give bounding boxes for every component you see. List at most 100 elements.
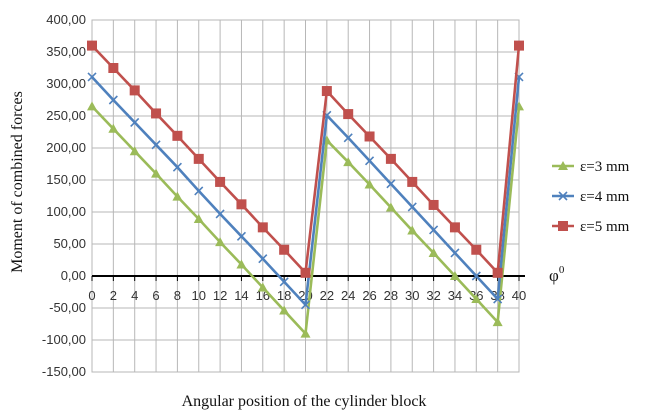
data-point xyxy=(151,108,162,119)
data-point xyxy=(407,225,418,235)
data-point xyxy=(129,146,140,156)
grid xyxy=(91,19,520,373)
legend: ε=3 mm ε=4 mm ε=5 mm xyxy=(552,159,630,235)
y-tick-label: 400,00 xyxy=(46,12,86,27)
x-tick-label: 14 xyxy=(234,288,248,303)
data-point xyxy=(108,123,119,133)
data-point xyxy=(492,317,503,327)
x-tick-label: 12 xyxy=(213,288,227,303)
y-tick-label: -100,00 xyxy=(42,332,86,347)
x-axis-unit-superscript: 0 xyxy=(559,264,565,276)
x-tick-label: 8 xyxy=(174,288,181,303)
x-tick-label: 34 xyxy=(448,288,462,303)
data-point xyxy=(343,133,353,143)
x-tick-label: 6 xyxy=(152,288,159,303)
x-tick-label: 26 xyxy=(362,288,376,303)
x-tick-label: 40 xyxy=(512,288,526,303)
data-point xyxy=(215,209,225,219)
data-point xyxy=(471,294,482,304)
data-point-stroke xyxy=(236,231,247,241)
data-point-stroke xyxy=(279,277,289,287)
legend-marker xyxy=(558,191,568,201)
data-point xyxy=(471,244,482,255)
legend-marker-stroke xyxy=(558,191,568,201)
data-point-stroke xyxy=(471,271,481,281)
data-point xyxy=(108,95,118,105)
x-tick-label: 32 xyxy=(426,288,440,303)
y-tick-label: 200,00 xyxy=(46,140,86,155)
y-tick-label: 0,00 xyxy=(61,268,86,283)
data-point xyxy=(449,222,460,233)
x-tick-label: 0 xyxy=(88,288,95,303)
data-point xyxy=(407,176,418,187)
data-point xyxy=(258,254,268,264)
data-point xyxy=(364,131,375,142)
data-point-stroke xyxy=(215,209,225,219)
data-point-stroke xyxy=(429,225,439,235)
y-tick-label: 350,00 xyxy=(46,44,86,59)
data-point xyxy=(236,231,247,241)
legend-label: ε=5 mm xyxy=(580,219,630,235)
y-tick-label: 100,00 xyxy=(46,204,86,219)
data-point-stroke xyxy=(493,294,503,304)
data-point xyxy=(151,140,161,150)
y-axis-title: Moment of combined forces xyxy=(9,91,26,273)
data-point xyxy=(87,40,97,51)
data-point xyxy=(364,179,375,189)
data-point xyxy=(300,328,311,338)
data-point xyxy=(385,202,396,212)
data-point-stroke xyxy=(407,202,417,212)
legend-marker xyxy=(558,221,568,231)
data-point xyxy=(428,247,439,257)
data-point xyxy=(236,259,247,269)
data-point xyxy=(450,248,460,258)
data-point xyxy=(108,63,119,73)
axes: 400,00350,00300,00250,00200,00150,00100,… xyxy=(42,12,526,379)
data-point-stroke xyxy=(300,300,311,310)
data-point xyxy=(257,222,268,233)
data-point xyxy=(386,179,396,189)
data-point-stroke xyxy=(343,133,353,143)
data-point xyxy=(87,72,97,82)
data-point xyxy=(471,271,481,281)
data-point xyxy=(364,156,375,166)
data-point xyxy=(343,109,354,120)
data-point xyxy=(300,267,311,278)
data-point-stroke xyxy=(450,248,460,258)
data-point xyxy=(87,101,97,111)
x-axis-unit-symbol: φ xyxy=(549,266,559,285)
y-tick-label: 250,00 xyxy=(46,108,86,123)
data-point xyxy=(279,277,289,287)
x-tick-label: 2 xyxy=(110,288,117,303)
data-point xyxy=(129,85,140,96)
y-tick-label: 300,00 xyxy=(46,76,86,91)
data-point xyxy=(215,237,226,247)
data-point xyxy=(385,153,396,164)
y-tick-label: 50,00 xyxy=(53,236,86,251)
data-point xyxy=(151,168,162,178)
x-tick-label: 4 xyxy=(131,288,138,303)
data-point-stroke xyxy=(194,186,204,196)
plot-border xyxy=(91,19,520,373)
legend-label: ε=3 mm xyxy=(580,159,630,175)
data-point xyxy=(321,86,332,97)
data-point xyxy=(172,191,183,201)
data-point xyxy=(300,300,311,310)
data-point-stroke xyxy=(386,179,396,189)
legend-label: ε=4 mm xyxy=(580,189,630,205)
data-point-stroke xyxy=(130,117,140,127)
data-point-stroke xyxy=(108,95,118,105)
data-point xyxy=(492,267,503,278)
data-point xyxy=(514,40,524,51)
legend-marker xyxy=(558,161,568,170)
data-point xyxy=(130,117,140,127)
data-point xyxy=(428,199,439,210)
data-point xyxy=(279,244,290,255)
x-tick-label: 18 xyxy=(277,288,291,303)
data-point xyxy=(407,202,417,212)
y-tick-label: -150,00 xyxy=(42,364,86,379)
data-point xyxy=(194,186,204,196)
x-axis-title: Angular position of the cylinder block xyxy=(182,393,427,410)
data-point xyxy=(236,199,247,210)
